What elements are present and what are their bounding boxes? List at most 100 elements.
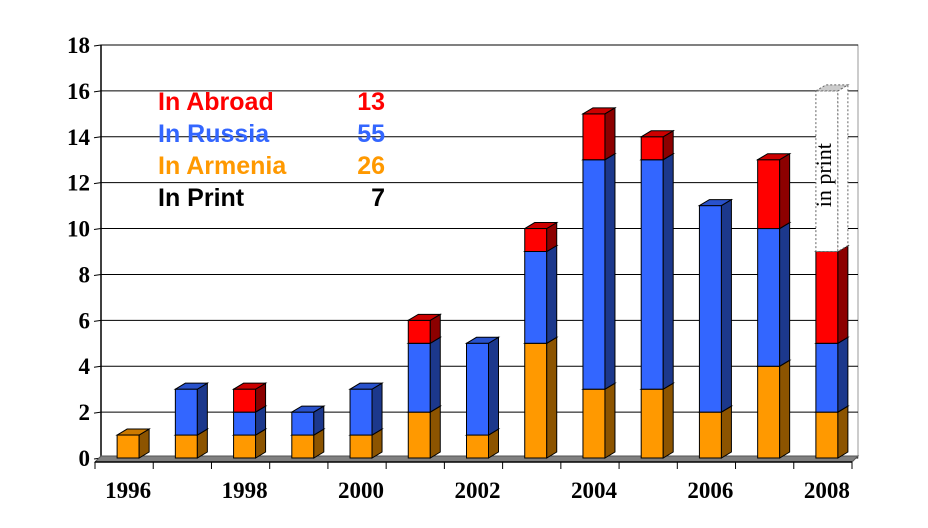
bar-segment	[582, 113, 606, 161]
y-tick-label: 16	[67, 79, 90, 104]
bar-segment-side	[837, 405, 849, 459]
bar-segment	[407, 319, 431, 344]
bar-segment	[174, 434, 198, 459]
axes-layer	[93, 44, 860, 469]
y-tick-label: 6	[79, 308, 91, 333]
legend-label: In Armenia	[158, 152, 287, 180]
bar-segment-side	[604, 382, 616, 459]
legend-count: 26	[357, 152, 385, 180]
bar-segment	[407, 411, 431, 459]
bar-segment	[233, 434, 257, 459]
bar-segment	[349, 434, 373, 459]
bar-segment	[582, 388, 606, 459]
legend-label: In Abroad	[158, 88, 274, 116]
bar-segment-top	[231, 382, 268, 390]
y-tick-label: 2	[79, 400, 91, 425]
y-tick-label: 18	[67, 33, 90, 58]
bar-segment-side	[604, 152, 616, 391]
bar-segment	[757, 159, 781, 230]
y-tick-mark	[93, 90, 102, 93]
y-tick-mark	[93, 228, 102, 231]
y-tick-mark	[93, 365, 102, 368]
bar-segment-top	[522, 222, 559, 230]
y-tick-mark	[93, 182, 102, 185]
bar-segment	[757, 228, 781, 367]
bar-segment	[524, 228, 548, 253]
legend: In Abroad 13 In Russia 55 In Armenia 26 In Pri…	[158, 88, 385, 212]
in-print-annotation: in print	[811, 143, 836, 207]
legend-count: 13	[357, 88, 385, 116]
bar-segment-top	[173, 382, 210, 390]
bar-segment	[815, 411, 839, 459]
bar-segment-side	[779, 221, 791, 368]
bar-segment	[640, 388, 664, 459]
bar-segment-side	[837, 244, 849, 345]
bar-segment	[640, 136, 664, 161]
bar-segment	[815, 90, 839, 252]
bar-segment	[698, 205, 722, 413]
legend-label: In Russia	[158, 120, 270, 148]
bar-segment-side	[488, 336, 499, 436]
bar-segment-side	[720, 405, 732, 459]
x-tick-label: 2004	[571, 478, 618, 503]
bar-segment	[582, 159, 606, 390]
bar-segment-side	[546, 336, 558, 459]
bar-segment-side	[196, 382, 208, 436]
bar-segment-top	[697, 199, 734, 207]
x-tick-label: 2008	[804, 478, 850, 503]
bar-segment	[815, 251, 839, 344]
bar-segment-top	[290, 405, 326, 413]
y-tick-label: 14	[67, 125, 91, 150]
legend-count: 7	[371, 184, 385, 212]
y-tick-mark	[93, 273, 102, 276]
x-tick-label: 2006	[687, 478, 733, 503]
bar-segment-side	[779, 152, 791, 230]
legend-label: In Print	[158, 184, 245, 212]
bar-segment-side	[837, 336, 849, 413]
bar-segment	[349, 388, 373, 436]
y-tick-mark	[93, 319, 102, 322]
bar-segment	[815, 342, 839, 413]
bar-segment-top	[639, 130, 675, 138]
tick-labels-layer: 0 2 4 6 8 10 12 14 16 18 1996 1998 2000 2002 2004 2006 2…	[67, 33, 850, 503]
bar-segment-side	[837, 84, 849, 253]
annotation-layer: in print	[811, 143, 836, 207]
legend-count: 55	[357, 120, 385, 148]
bar-segment	[116, 434, 140, 459]
bars-layer	[115, 84, 850, 459]
y-tick-label: 4	[79, 354, 91, 379]
bar-segment-side	[720, 198, 732, 413]
y-tick-label: 10	[67, 217, 90, 242]
bar-segment	[640, 159, 664, 390]
bar-segment-side	[779, 359, 791, 459]
bar-segment-side	[371, 382, 383, 436]
bar-segment-side	[662, 152, 674, 391]
bar-segment-side	[429, 405, 441, 459]
bar-segment-top	[581, 107, 617, 115]
y-tick-mark	[93, 411, 102, 414]
bar-segment-top	[348, 382, 384, 390]
y-tick-label: 8	[79, 262, 91, 287]
x-tick-label: 2000	[338, 478, 384, 503]
x-tick-label: 1998	[222, 478, 268, 503]
bar-segment-top	[115, 428, 151, 436]
bar-segment-side	[546, 244, 558, 345]
x-tick-label: 2002	[455, 478, 501, 503]
bar-segment	[174, 388, 198, 436]
bar-segment	[524, 251, 548, 344]
bar-segment	[524, 342, 548, 459]
bar-segment-top	[755, 153, 792, 161]
bar-segment	[757, 365, 781, 459]
x-tick-label: 1996	[105, 478, 151, 503]
bar-segment	[466, 342, 489, 436]
bar-segment	[698, 411, 722, 459]
y-tick-label: 0	[79, 446, 91, 471]
bar-segment	[407, 342, 431, 413]
bar-segment-top	[406, 313, 443, 321]
y-tick-mark	[93, 136, 102, 139]
bar-segment-top	[814, 84, 850, 92]
bar-segment	[233, 411, 257, 436]
bar-segment	[233, 388, 257, 413]
y-tick-label: 12	[67, 171, 90, 196]
